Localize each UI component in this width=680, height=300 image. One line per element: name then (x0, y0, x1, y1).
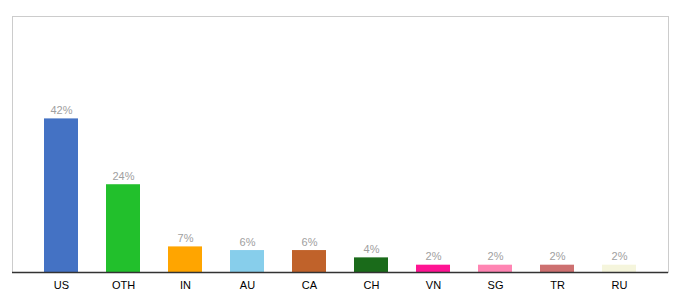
svg-text:6%: 6% (302, 236, 318, 248)
svg-text:4%: 4% (364, 243, 380, 255)
svg-text:24%: 24% (112, 170, 134, 182)
svg-text:7%: 7% (178, 232, 194, 244)
svg-text:6%: 6% (240, 236, 256, 248)
svg-text:2%: 2% (612, 250, 628, 262)
svg-text:2%: 2% (488, 250, 504, 262)
svg-text:IN: IN (180, 279, 191, 291)
svg-text:2%: 2% (550, 250, 566, 262)
svg-text:RU: RU (612, 279, 628, 291)
svg-text:CH: CH (364, 279, 380, 291)
svg-text:42%: 42% (50, 104, 72, 116)
svg-text:AU: AU (240, 279, 255, 291)
svg-text:TR: TR (550, 279, 565, 291)
svg-text:OTH: OTH (112, 279, 135, 291)
svg-text:CA: CA (302, 279, 318, 291)
svg-text:US: US (54, 279, 69, 291)
svg-text:2%: 2% (426, 250, 442, 262)
svg-text:SG: SG (488, 279, 504, 291)
svg-text:VN: VN (426, 279, 441, 291)
